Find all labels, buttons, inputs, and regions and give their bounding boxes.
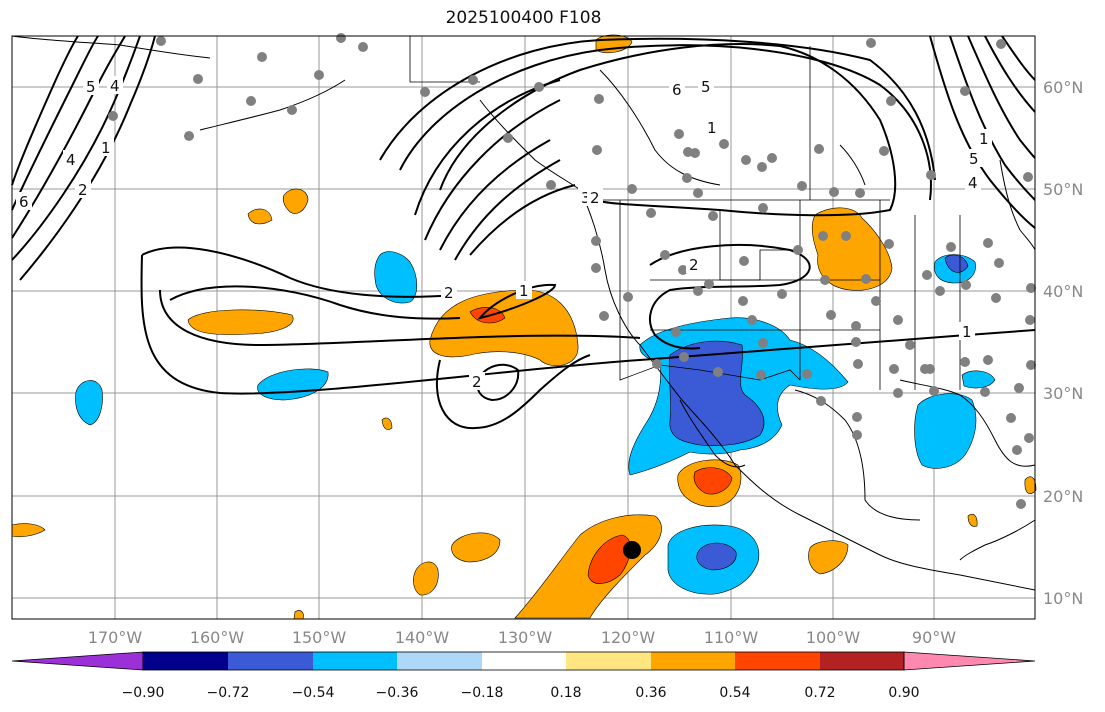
colorbar-tick-label: −0.54	[292, 685, 335, 701]
colorbar-tick-label: 0.54	[719, 685, 750, 701]
contour-label: 4	[968, 174, 978, 192]
contour-label-bg	[966, 149, 982, 167]
contour-label: 2	[78, 181, 88, 199]
colorbar-segment	[651, 652, 735, 670]
lat-tick-label: 60°N	[1043, 78, 1083, 97]
colorbar-tick-label: 0.90	[888, 685, 919, 701]
contour-label-bg	[75, 180, 91, 198]
colorbar-tick-label: 0.18	[550, 685, 581, 701]
colorbar-segment	[566, 652, 651, 670]
colorbar-extend-left	[11, 651, 144, 671]
contour-label: 1	[979, 130, 989, 148]
lat-tick-label: 40°N	[1043, 282, 1083, 301]
contour-label: 6	[19, 193, 29, 211]
lat-tick-label: 50°N	[1043, 180, 1083, 199]
contour-label-bg	[516, 281, 532, 299]
colorbar-tick-label: 0.36	[635, 685, 666, 701]
colorbar-segment	[820, 652, 904, 670]
lon-tick-label: 150°W	[292, 628, 347, 647]
lon-tick-label: 130°W	[498, 628, 553, 647]
contour-label: 2	[689, 256, 699, 274]
contour-label-bg	[976, 129, 992, 147]
colorbar-segment	[313, 652, 397, 670]
contour-label-bg	[959, 322, 975, 340]
graticule	[12, 36, 1035, 619]
colorbar-tick-label: −0.36	[376, 685, 419, 701]
colorbar-extend-right	[903, 651, 1036, 671]
contour-label: 2	[444, 284, 454, 302]
contour-label-bg	[107, 76, 123, 94]
colorbar-tick-label: 0.72	[804, 685, 835, 701]
lon-tick-label: 100°W	[806, 628, 861, 647]
contour-label-bg	[16, 192, 32, 210]
contour-label-bg	[704, 118, 720, 136]
contour-lines	[11, 35, 1036, 430]
lon-tick-label: 160°W	[190, 628, 245, 647]
contour-label-bg	[98, 138, 114, 156]
longitude-axis: 170°W 160°W 150°W 140°W 130°W 120°W 110°…	[88, 628, 956, 647]
contour-label: 3	[581, 189, 591, 207]
contour-label: 2	[590, 189, 600, 207]
contour-label: 5	[969, 150, 979, 168]
lon-tick-label: 120°W	[601, 628, 656, 647]
contour-label-bg	[63, 150, 79, 168]
colorbar-segment	[397, 652, 482, 670]
contour-label-bg	[686, 255, 702, 273]
colorbar: −0.90 −0.72 −0.54 −0.36 −0.18 0.18 0.36 …	[11, 651, 1036, 701]
contour-label-bg	[965, 173, 981, 191]
colorbar-segment	[482, 652, 566, 670]
contour-label-bg	[669, 80, 685, 98]
lat-tick-label: 30°N	[1043, 384, 1083, 403]
lon-tick-label: 140°W	[395, 628, 450, 647]
lon-tick-label: 90°W	[912, 628, 956, 647]
political-borders	[409, 36, 961, 390]
contour-label-bg	[441, 283, 457, 301]
anomaly-shading	[11, 34, 1037, 620]
contour-label-bg	[469, 372, 485, 390]
lat-tick-label: 20°N	[1043, 487, 1083, 506]
map-frame	[11, 35, 1036, 620]
contour-label: 1	[101, 139, 111, 157]
map-title: 2025100400 F108	[445, 8, 602, 28]
lon-tick-label: 170°W	[88, 628, 143, 647]
observation-stations	[108, 33, 1036, 509]
contour-label: 1	[707, 119, 717, 137]
contour-label: 1	[962, 323, 972, 341]
colorbar-outline	[142, 651, 905, 671]
contour-label: 2	[472, 373, 482, 391]
contour-label-bg	[587, 188, 603, 206]
colorbar-tick-label: −0.18	[461, 685, 504, 701]
contour-label-bg	[83, 77, 99, 95]
coastlines	[11, 35, 1036, 591]
lat-tick-label: 10°N	[1043, 589, 1083, 608]
colorbar-segment	[143, 652, 228, 670]
contour-label-group: 2 1 2 2 1 6 5 1 5 4 3 4 1 6 5 4 2 2 1	[16, 76, 992, 391]
contour-label: 5	[701, 78, 711, 96]
latitude-axis: 60°N 50°N 40°N 30°N 20°N 10°N	[1043, 78, 1083, 608]
contour-label: 5	[86, 78, 96, 96]
colorbar-segment	[228, 652, 313, 670]
lon-tick-label: 110°W	[704, 628, 759, 647]
contour-label: 1	[519, 282, 529, 300]
storm-center-marker	[623, 541, 641, 559]
contour-label: 6	[672, 81, 682, 99]
colorbar-tick-label: −0.90	[122, 685, 165, 701]
contour-label: 4	[110, 77, 120, 95]
colorbar-segment	[735, 652, 820, 670]
colorbar-tick-label: −0.72	[207, 685, 250, 701]
contour-label: 4	[66, 151, 76, 169]
contour-label-bg	[698, 77, 714, 95]
